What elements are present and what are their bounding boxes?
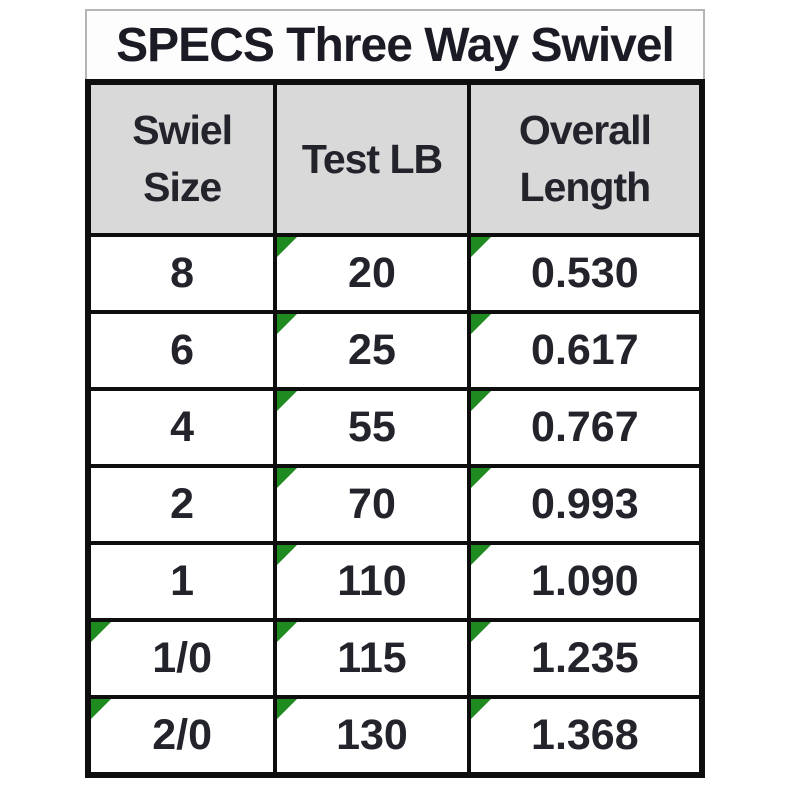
cell-value: 25 bbox=[348, 326, 396, 374]
cell-value: 4 bbox=[170, 403, 195, 451]
cell-value: 115 bbox=[337, 634, 407, 682]
table-title: SPECS Three Way Swivel bbox=[116, 18, 675, 72]
cell-overall-length[interactable]: 0.767 bbox=[466, 387, 705, 468]
header-line: Size bbox=[143, 164, 222, 210]
cell-value: 20 bbox=[348, 249, 396, 297]
specs-table: Swiel Size Test LB Overall Length 8 20 bbox=[85, 79, 705, 778]
cell-overall-length[interactable]: 0.617 bbox=[466, 310, 705, 391]
cell-value: 8 bbox=[170, 249, 195, 297]
error-indicator-icon bbox=[277, 545, 298, 565]
cell-swivel-size[interactable]: 1/0 bbox=[85, 618, 278, 699]
error-indicator-icon bbox=[277, 699, 298, 719]
table-row: 2/0 130 1.368 bbox=[85, 695, 705, 777]
cell-value: 1.368 bbox=[531, 711, 639, 759]
error-indicator-icon bbox=[277, 237, 298, 257]
cell-value: 0.617 bbox=[531, 326, 639, 374]
cell-swivel-size[interactable]: 4 bbox=[85, 387, 278, 468]
cell-value: 1 bbox=[170, 557, 195, 605]
cell-overall-length[interactable]: 1.090 bbox=[466, 541, 705, 622]
cell-value: 70 bbox=[348, 480, 396, 528]
table-row: 8 20 0.530 bbox=[85, 233, 705, 314]
cell-swivel-size[interactable]: 2 bbox=[85, 464, 278, 545]
cell-value: 1/0 bbox=[152, 634, 213, 682]
error-indicator-icon bbox=[470, 391, 491, 411]
table-row: 6 25 0.617 bbox=[85, 310, 705, 391]
cell-swivel-size[interactable]: 8 bbox=[85, 233, 278, 314]
cell-value: 0.530 bbox=[531, 249, 639, 297]
error-indicator-icon bbox=[277, 468, 298, 488]
header-line: Test LB bbox=[301, 135, 443, 182]
cell-test-lb[interactable]: 70 bbox=[273, 464, 471, 545]
error-indicator-icon bbox=[470, 622, 491, 642]
cell-test-lb[interactable]: 25 bbox=[273, 310, 471, 391]
error-indicator-icon bbox=[470, 545, 491, 565]
table-row: 2 70 0.993 bbox=[85, 464, 705, 545]
column-header-overall-length[interactable]: Overall Length bbox=[466, 80, 705, 237]
error-indicator-icon bbox=[470, 314, 491, 334]
error-indicator-icon bbox=[470, 468, 491, 488]
header-line: Overall bbox=[518, 107, 652, 153]
cell-value: 1.235 bbox=[531, 634, 639, 682]
cell-swivel-size[interactable]: 1 bbox=[85, 541, 278, 622]
table-title-cell[interactable]: SPECS Three Way Swivel bbox=[85, 9, 705, 79]
cell-value: 1.090 bbox=[531, 557, 639, 605]
cell-value: 2 bbox=[170, 480, 195, 528]
cell-value: 55 bbox=[348, 403, 396, 451]
error-indicator-icon bbox=[277, 391, 298, 411]
cell-test-lb[interactable]: 55 bbox=[273, 387, 471, 468]
cell-test-lb[interactable]: 20 bbox=[273, 233, 471, 314]
column-header-swivel-size[interactable]: Swiel Size bbox=[85, 80, 278, 237]
table-row: 1 110 1.090 bbox=[85, 541, 705, 622]
error-indicator-icon bbox=[277, 314, 298, 334]
cell-value: 130 bbox=[336, 711, 408, 759]
cell-overall-length[interactable]: 0.993 bbox=[466, 464, 705, 545]
cell-value: 6 bbox=[170, 326, 195, 374]
table-row: 4 55 0.767 bbox=[85, 387, 705, 468]
header-line: Swiel bbox=[132, 107, 233, 153]
cell-value: 2/0 bbox=[152, 711, 213, 759]
spreadsheet-region: SPECS Three Way Swivel Swiel Size Test L… bbox=[85, 9, 705, 778]
cell-test-lb[interactable]: 110 bbox=[273, 541, 471, 622]
error-indicator-icon bbox=[470, 237, 491, 257]
cell-overall-length[interactable]: 0.530 bbox=[466, 233, 705, 314]
cell-swivel-size[interactable]: 2/0 bbox=[85, 695, 278, 777]
cell-value: 0.993 bbox=[531, 480, 639, 528]
error-indicator-icon bbox=[470, 699, 491, 719]
cell-overall-length[interactable]: 1.368 bbox=[466, 695, 705, 777]
cell-test-lb[interactable]: 130 bbox=[273, 695, 471, 777]
cell-value: 0.767 bbox=[531, 403, 639, 451]
cell-test-lb[interactable]: 115 bbox=[273, 618, 471, 699]
column-header-test-lb[interactable]: Test LB bbox=[273, 80, 471, 237]
cell-value: 110 bbox=[337, 557, 407, 605]
header-row: Swiel Size Test LB Overall Length bbox=[85, 80, 705, 237]
header-line: Length bbox=[519, 164, 652, 210]
table-row: 1/0 115 1.235 bbox=[85, 618, 705, 699]
error-indicator-icon bbox=[277, 622, 298, 642]
cell-swivel-size[interactable]: 6 bbox=[85, 310, 278, 391]
error-indicator-icon bbox=[91, 699, 111, 719]
cell-overall-length[interactable]: 1.235 bbox=[466, 618, 705, 699]
error-indicator-icon bbox=[91, 622, 111, 642]
